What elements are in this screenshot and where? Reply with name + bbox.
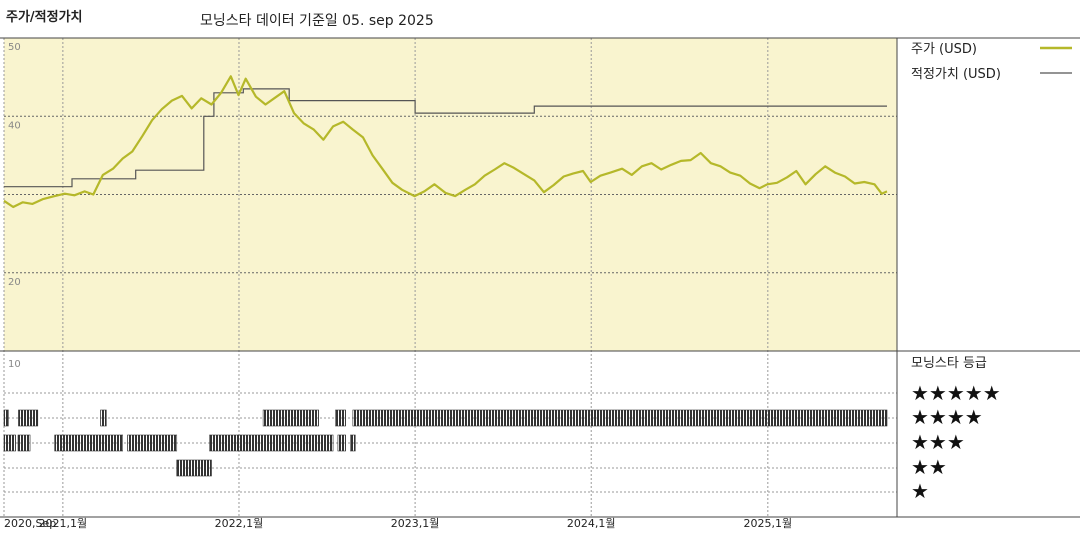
y-axis-ticks: 50 40 20 10	[8, 42, 21, 370]
rating-bar-8	[54, 434, 123, 452]
x-tick-0: 2020,Sep	[4, 517, 56, 530]
y-tick-0: 50	[8, 42, 21, 53]
rating-bar-10	[209, 434, 334, 452]
rating-bar-7	[17, 434, 31, 452]
rating-bar-5	[352, 409, 888, 427]
star-label-1: ★	[911, 479, 929, 503]
rating-bar-12	[350, 434, 356, 452]
x-tick-3: 2023,1월	[391, 517, 440, 530]
rating-bar-6	[3, 434, 16, 452]
star-rating-labels: ★★★★★ ★★★★ ★★★ ★★ ★	[911, 381, 1001, 503]
legend-label-fair-value: 적정가치 (USD)	[911, 67, 1001, 82]
y-tick-1: 40	[8, 120, 21, 131]
chart-frame	[0, 37, 1080, 518]
rating-bar-4	[335, 409, 346, 427]
y-tick-2: 20	[8, 277, 21, 288]
rating-bar-1	[18, 409, 39, 427]
rating-bar-2	[100, 409, 107, 427]
rating-bar-11	[337, 434, 346, 452]
x-tick-1: 2021,1월	[39, 517, 88, 530]
rating-bar-9	[127, 434, 178, 452]
rating-bars	[3, 409, 888, 477]
star-label-5: ★★★★★	[911, 381, 1001, 405]
rating-bar-3	[262, 409, 319, 427]
legend-label-price: 주가 (USD)	[911, 42, 977, 57]
fair-value-line	[4, 88, 887, 188]
x-tick-5: 2025,1월	[744, 517, 793, 530]
star-label-3: ★★★	[911, 430, 965, 454]
x-tick-2: 2022,1월	[215, 517, 264, 530]
rating-bar-0	[3, 409, 9, 427]
star-label-2: ★★	[911, 455, 947, 479]
star-label-4: ★★★★	[911, 405, 983, 429]
rating-bar-13	[176, 459, 212, 477]
chart-title: 주가/적정가치	[6, 10, 83, 25]
x-tick-4: 2024,1월	[567, 517, 616, 530]
y-tick-rating: 10	[8, 359, 21, 370]
horizontal-grid	[4, 115, 897, 274]
price-line	[3, 75, 888, 209]
legend: 주가 (USD) 적정가치 (USD)	[911, 42, 1072, 82]
rating-title: 모닝스타 등급	[911, 356, 987, 371]
chart-subtitle: 모닝스타 데이터 기준일 05. sep 2025	[200, 13, 434, 29]
